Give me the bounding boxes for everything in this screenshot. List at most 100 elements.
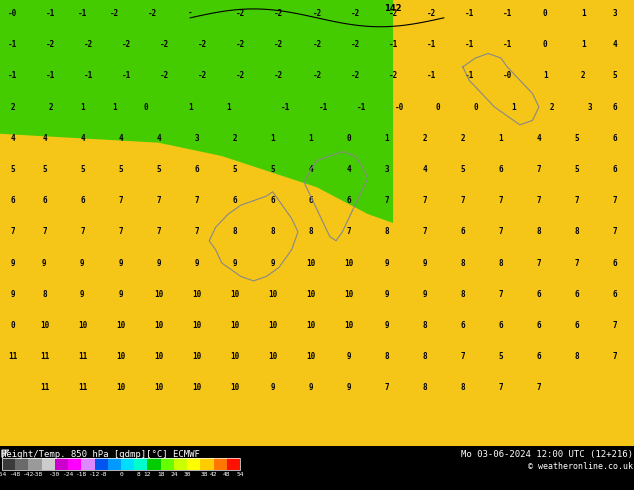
Text: 10: 10 bbox=[154, 352, 163, 361]
Text: -2: -2 bbox=[313, 40, 321, 49]
Text: -1: -1 bbox=[465, 40, 474, 49]
Bar bbox=[121, 458, 134, 470]
Text: 11: 11 bbox=[78, 384, 87, 392]
Text: 5: 5 bbox=[156, 165, 161, 174]
Text: 5: 5 bbox=[460, 165, 465, 174]
Text: -48: -48 bbox=[10, 472, 21, 477]
Text: 4: 4 bbox=[80, 134, 85, 143]
Text: -2: -2 bbox=[351, 9, 359, 18]
Text: 8: 8 bbox=[460, 384, 465, 392]
Text: Mo 03-06-2024 12:00 UTC (12+216): Mo 03-06-2024 12:00 UTC (12+216) bbox=[461, 450, 633, 459]
Text: 10: 10 bbox=[306, 290, 315, 299]
Text: 10: 10 bbox=[192, 352, 201, 361]
Text: -1: -1 bbox=[357, 102, 366, 112]
Text: -2: -2 bbox=[427, 9, 436, 18]
Text: -2: -2 bbox=[46, 40, 55, 49]
Text: 7: 7 bbox=[536, 259, 541, 268]
Text: 7: 7 bbox=[574, 259, 579, 268]
Text: 2: 2 bbox=[581, 72, 586, 80]
Text: 6: 6 bbox=[232, 196, 237, 205]
Text: -2: -2 bbox=[236, 72, 245, 80]
Text: 9: 9 bbox=[194, 259, 199, 268]
Text: 8: 8 bbox=[460, 259, 465, 268]
Text: 10: 10 bbox=[78, 321, 87, 330]
Text: -: - bbox=[188, 9, 193, 18]
Polygon shape bbox=[2, 450, 9, 458]
Text: -0: -0 bbox=[503, 72, 512, 80]
Text: 10: 10 bbox=[306, 321, 315, 330]
Text: -1: -1 bbox=[427, 72, 436, 80]
Text: 11: 11 bbox=[40, 384, 49, 392]
Text: 10: 10 bbox=[344, 259, 353, 268]
Bar bbox=[42, 458, 55, 470]
Bar bbox=[174, 458, 187, 470]
Text: 7: 7 bbox=[498, 196, 503, 205]
Text: 6: 6 bbox=[308, 196, 313, 205]
Text: 9: 9 bbox=[308, 384, 313, 392]
Text: 9: 9 bbox=[42, 259, 47, 268]
Text: 9: 9 bbox=[118, 259, 123, 268]
Text: 10: 10 bbox=[116, 384, 125, 392]
Text: 5: 5 bbox=[42, 165, 47, 174]
Text: 7: 7 bbox=[10, 227, 15, 236]
Text: -2: -2 bbox=[351, 40, 359, 49]
Text: 9: 9 bbox=[232, 259, 237, 268]
Text: 8: 8 bbox=[308, 227, 313, 236]
Text: 10: 10 bbox=[154, 384, 163, 392]
Text: 2: 2 bbox=[10, 102, 15, 112]
Text: 7: 7 bbox=[422, 227, 427, 236]
Text: 5: 5 bbox=[10, 165, 15, 174]
Text: -1: -1 bbox=[503, 40, 512, 49]
Text: 0: 0 bbox=[543, 9, 548, 18]
Text: -1: -1 bbox=[46, 72, 55, 80]
Text: -2: -2 bbox=[148, 9, 157, 18]
Text: 6: 6 bbox=[612, 165, 618, 174]
Text: -2: -2 bbox=[84, 40, 93, 49]
Text: 38: 38 bbox=[201, 472, 209, 477]
Text: 2: 2 bbox=[422, 134, 427, 143]
Text: 6: 6 bbox=[574, 290, 579, 299]
Text: 6: 6 bbox=[612, 134, 618, 143]
Text: 8: 8 bbox=[422, 384, 427, 392]
Text: 7: 7 bbox=[194, 196, 199, 205]
Text: -8: -8 bbox=[100, 472, 107, 477]
Text: 3: 3 bbox=[194, 134, 199, 143]
Polygon shape bbox=[0, 0, 393, 223]
Text: 7: 7 bbox=[384, 384, 389, 392]
Text: 7: 7 bbox=[498, 384, 503, 392]
Text: 1: 1 bbox=[226, 102, 231, 112]
Text: -1: -1 bbox=[84, 72, 93, 80]
Text: 8: 8 bbox=[574, 352, 579, 361]
Text: 7: 7 bbox=[536, 165, 541, 174]
Text: 6: 6 bbox=[536, 321, 541, 330]
Text: 5: 5 bbox=[498, 352, 503, 361]
Text: 8: 8 bbox=[384, 227, 389, 236]
Text: 6: 6 bbox=[574, 321, 579, 330]
Text: 2: 2 bbox=[48, 102, 53, 112]
Text: 10: 10 bbox=[230, 290, 239, 299]
Text: 1: 1 bbox=[384, 134, 389, 143]
Text: 8: 8 bbox=[384, 352, 389, 361]
Text: © weatheronline.co.uk: © weatheronline.co.uk bbox=[528, 462, 633, 471]
Text: 9: 9 bbox=[10, 290, 15, 299]
Text: 9: 9 bbox=[384, 321, 389, 330]
Text: 10: 10 bbox=[306, 259, 315, 268]
Text: 4: 4 bbox=[536, 134, 541, 143]
Text: 6: 6 bbox=[10, 196, 15, 205]
Text: 11: 11 bbox=[8, 352, 17, 361]
Text: 48: 48 bbox=[223, 472, 231, 477]
Text: -12: -12 bbox=[89, 472, 100, 477]
Text: 54: 54 bbox=[236, 472, 243, 477]
Text: 5: 5 bbox=[574, 134, 579, 143]
Text: 9: 9 bbox=[346, 384, 351, 392]
Text: 0: 0 bbox=[473, 102, 478, 112]
Bar bbox=[200, 458, 214, 470]
Text: 1: 1 bbox=[270, 134, 275, 143]
Text: 10: 10 bbox=[154, 321, 163, 330]
Text: 8: 8 bbox=[574, 227, 579, 236]
Text: 5: 5 bbox=[270, 165, 275, 174]
Text: 2: 2 bbox=[460, 134, 465, 143]
Text: 9: 9 bbox=[422, 290, 427, 299]
Text: 7: 7 bbox=[346, 227, 351, 236]
Text: 10: 10 bbox=[116, 321, 125, 330]
